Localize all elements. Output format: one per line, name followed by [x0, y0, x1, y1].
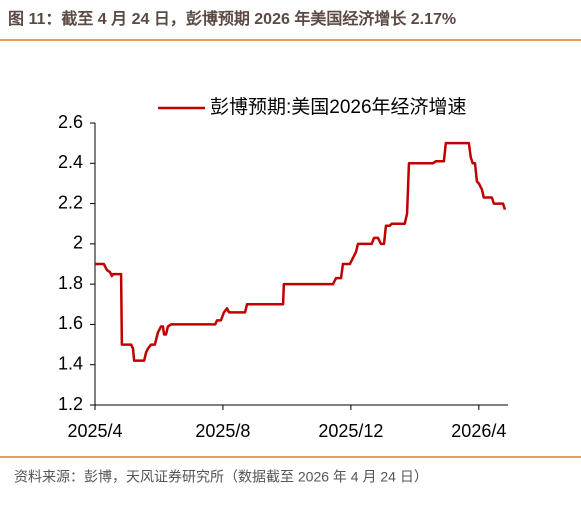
y-tick-label: 1.2	[58, 394, 83, 414]
x-tick-label: 2025/8	[195, 421, 250, 441]
x-tick-label: 2026/4	[451, 421, 506, 441]
x-tick-label: 2025/4	[67, 421, 122, 441]
chart-title: 图 11：截至 4 月 24 日，彭博预期 2026 年美国经济增长 2.17%	[8, 9, 456, 28]
y-tick-label: 1.8	[58, 273, 83, 293]
y-tick-label: 2.2	[58, 192, 83, 212]
legend-label: 彭博预期:美国2026年经济增速	[210, 96, 467, 118]
data-line	[95, 141, 507, 362]
x-tick-label: 2025/12	[318, 421, 383, 441]
y-tick-label: 2.4	[58, 152, 83, 172]
y-tick-label: 2	[73, 233, 83, 253]
y-tick-label: 1.6	[58, 313, 83, 333]
y-tick-label: 1.4	[58, 353, 83, 373]
source: 资料来源：彭博，天风证券研究所（数据截至 2026 年 4 月 24 日）	[14, 469, 428, 485]
y-tick-label: 2.6	[58, 112, 83, 132]
